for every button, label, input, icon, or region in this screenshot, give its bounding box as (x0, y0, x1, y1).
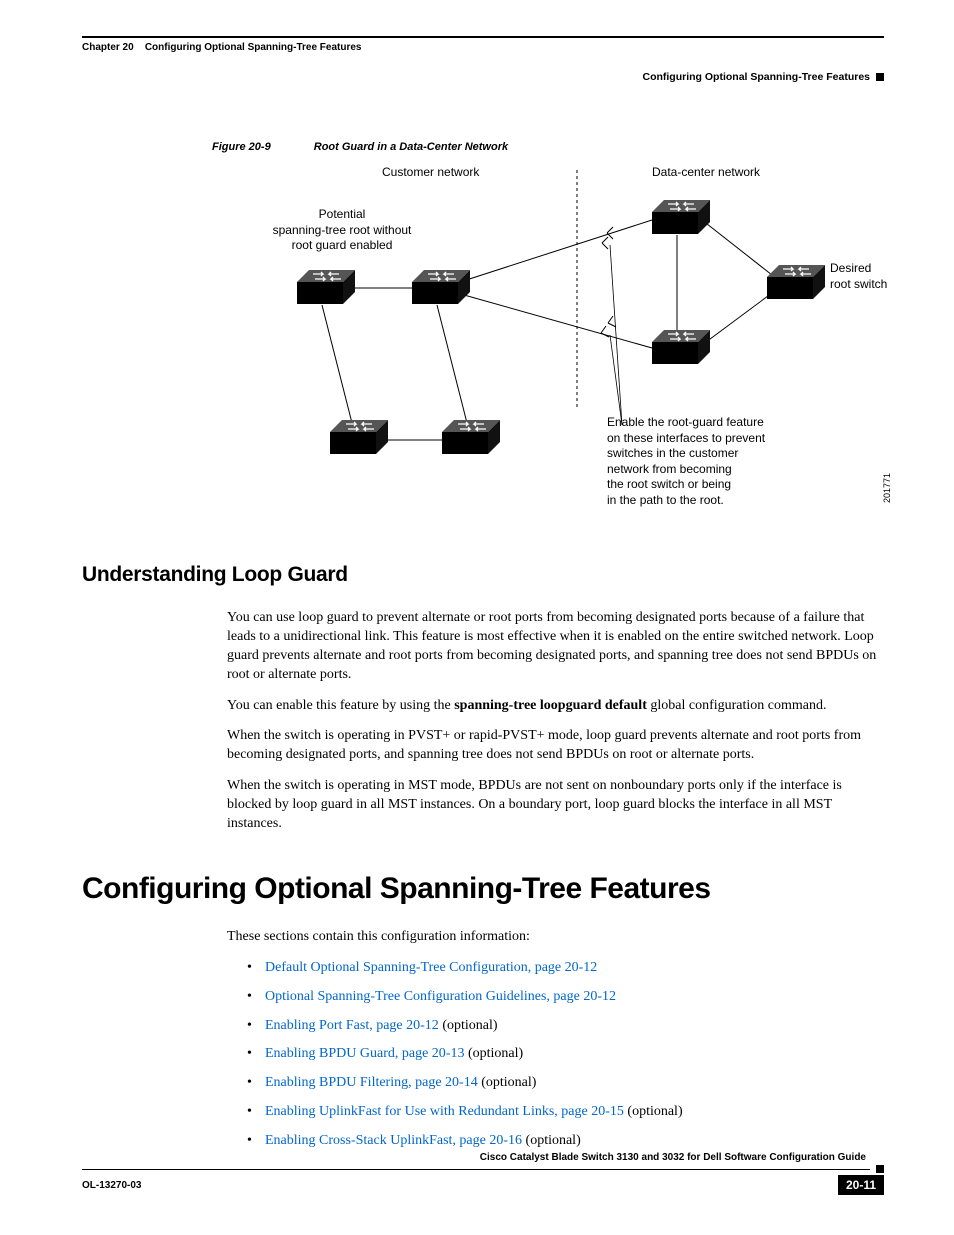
label-potential: Potential spanning-tree root without roo… (252, 207, 432, 254)
command-text: spanning-tree loopguard default (454, 698, 647, 713)
list-item: Enabling Port Fast, page 20-12 (optional… (247, 1017, 884, 1036)
paragraph: You can use loop guard to prevent altern… (227, 609, 884, 685)
switch-icon (652, 330, 710, 364)
body-configuring: These sections contain this configuratio… (227, 928, 884, 1151)
heading-loop-guard: Understanding Loop Guard (82, 563, 884, 587)
list-item: Optional Spanning-Tree Configuration Gui… (247, 988, 884, 1007)
intro-text: These sections contain this configuratio… (227, 928, 884, 947)
list-item: Enabling Cross-Stack UplinkFast, page 20… (247, 1132, 884, 1151)
header-rule (82, 36, 884, 38)
body-loop-guard: You can use loop guard to prevent altern… (227, 609, 884, 834)
paragraph: You can enable this feature by using the… (227, 697, 884, 716)
figure-number: Figure 20-9 (212, 141, 271, 153)
footer-rule (82, 1165, 884, 1173)
xref-link[interactable]: Enabling Port Fast, page 20-12 (265, 1018, 439, 1033)
guide-title: Cisco Catalyst Blade Switch 3130 and 303… (82, 1152, 884, 1163)
page-footer: Cisco Catalyst Blade Switch 3130 and 303… (82, 1152, 884, 1195)
label-customer: Customer network (382, 165, 479, 181)
heading-configuring: Configuring Optional Spanning-Tree Featu… (82, 872, 884, 906)
document-id: OL-13270-03 (82, 1180, 141, 1191)
xref-link[interactable]: Optional Spanning-Tree Configuration Gui… (265, 989, 616, 1004)
switch-icon (330, 420, 388, 454)
page: Chapter 20 Configuring Optional Spanning… (0, 0, 954, 1235)
list-item: Enabling BPDU Guard, page 20-13 (optiona… (247, 1045, 884, 1064)
chapter-label: Chapter 20 Configuring Optional Spanning… (82, 42, 362, 53)
header-marker-icon (876, 73, 884, 81)
figure-caption: Figure 20-9 Root Guard in a Data-Center … (212, 141, 884, 153)
figure-block: Figure 20-9 Root Guard in a Data-Center … (212, 141, 884, 535)
section-title: Configuring Optional Spanning-Tree Featu… (642, 71, 870, 83)
label-datacenter: Data-center network (652, 165, 760, 181)
switch-icon (652, 200, 710, 234)
label-desired: Desired root switch (830, 261, 887, 292)
bullet-list: Default Optional Spanning-Tree Configura… (247, 959, 884, 1151)
xref-link[interactable]: Enabling BPDU Guard, page 20-13 (265, 1046, 464, 1061)
list-item: Enabling UplinkFast for Use with Redunda… (247, 1103, 884, 1122)
switch-icon (297, 270, 355, 304)
chapter-title: Configuring Optional Spanning-Tree Featu… (145, 42, 362, 53)
switch-icon (442, 420, 500, 454)
xref-link[interactable]: Enabling UplinkFast for Use with Redunda… (265, 1104, 624, 1119)
paragraph: When the switch is operating in MST mode… (227, 777, 884, 834)
xref-link[interactable]: Default Optional Spanning-Tree Configura… (265, 960, 597, 975)
xref-link[interactable]: Enabling Cross-Stack UplinkFast, page 20… (265, 1133, 522, 1148)
section-header-right: Configuring Optional Spanning-Tree Featu… (82, 71, 884, 83)
image-id: 201771 (882, 473, 892, 503)
footer-marker-icon (876, 1165, 884, 1173)
label-note: Enable the root-guard feature on these i… (607, 415, 807, 509)
switch-icon (412, 270, 470, 304)
page-number: 20-11 (838, 1175, 884, 1195)
chapter-num: Chapter 20 (82, 42, 134, 53)
figure-title: Root Guard in a Data-Center Network (314, 141, 508, 153)
list-item: Enabling BPDU Filtering, page 20-14 (opt… (247, 1074, 884, 1093)
switch-icon (767, 265, 825, 299)
network-diagram: Customer network Data-center network Pot… (212, 165, 892, 535)
xref-link[interactable]: Enabling BPDU Filtering, page 20-14 (265, 1075, 478, 1090)
paragraph: When the switch is operating in PVST+ or… (227, 727, 884, 765)
running-header: Chapter 20 Configuring Optional Spanning… (82, 40, 884, 57)
list-item: Default Optional Spanning-Tree Configura… (247, 959, 884, 978)
